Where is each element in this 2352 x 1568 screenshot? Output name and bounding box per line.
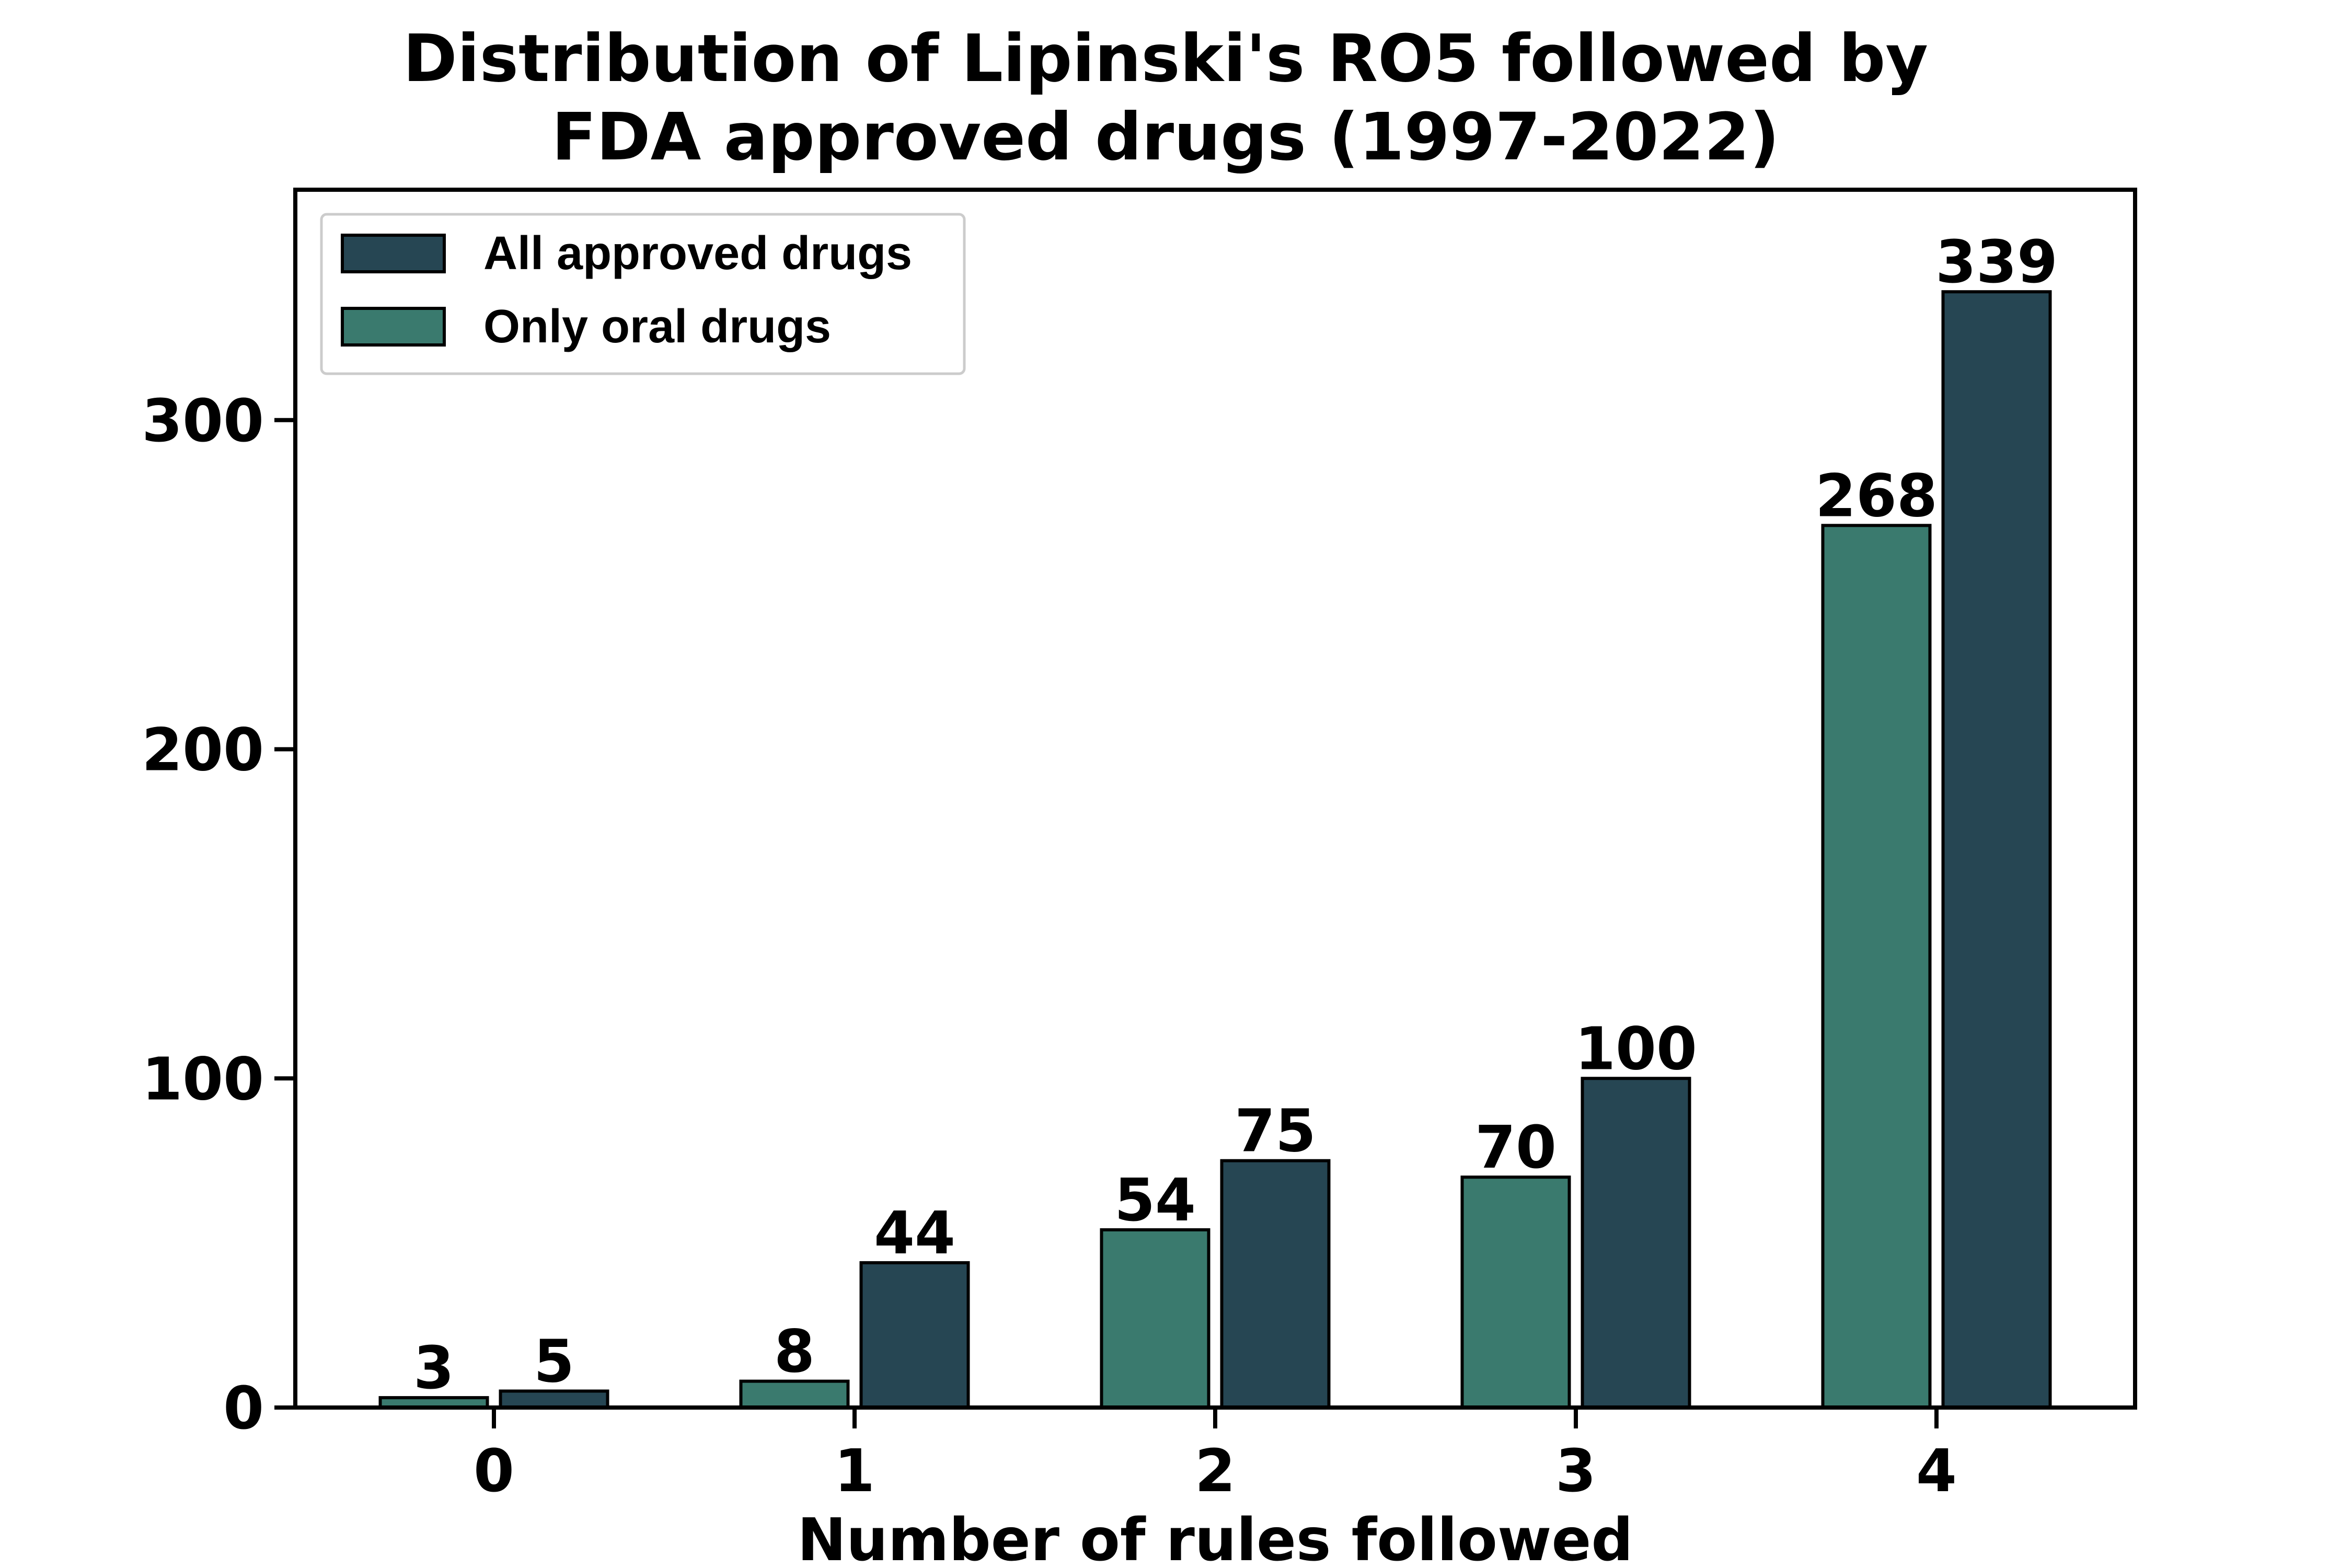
bar-all-approved-2 (1220, 1159, 1331, 1409)
x-axis-label: Number of rules followed (797, 1506, 1633, 1568)
chart-title-line-2: FDA approved drugs (1997-2022) (552, 99, 1780, 175)
bar-oral-3 (1460, 1175, 1571, 1410)
legend-swatch-oral (341, 307, 446, 347)
chart-title-line-1: Distribution of Lipinski's RO5 followed … (403, 21, 1928, 97)
x-tick-label-2: 2 (1195, 1437, 1236, 1505)
bar-all-approved-1 (859, 1261, 970, 1410)
x-tick-label-0: 0 (474, 1437, 514, 1505)
y-tick-label-0: 0 (223, 1375, 264, 1443)
x-tick-label-3: 3 (1555, 1437, 1596, 1505)
data-label-oral-3: 70 (1475, 1114, 1557, 1182)
x-tick-label-1: 1 (834, 1437, 875, 1505)
data-label-all-approved-4: 339 (1935, 228, 2058, 296)
data-label-all-approved-0: 5 (534, 1328, 574, 1396)
x-axis: 0 1 2 3 4 (474, 1408, 1957, 1505)
data-label-all-approved-1: 44 (874, 1200, 955, 1267)
y-tick-label-100: 100 (142, 1045, 264, 1113)
data-label-oral-4: 268 (1815, 462, 1938, 530)
legend: All approved drugs Only oral drugs (320, 213, 966, 375)
legend-label-oral: Only oral drugs (483, 301, 831, 353)
data-label-oral-2: 54 (1114, 1167, 1196, 1235)
y-axis: 0 100 200 300 (142, 387, 295, 1443)
y-tick-label-300: 300 (142, 387, 264, 455)
bars-layer (378, 290, 2052, 1410)
bar-oral-2 (1100, 1228, 1210, 1410)
x-tick-label-4: 4 (1916, 1437, 1957, 1505)
bar-all-approved-3 (1581, 1077, 1691, 1409)
bar-oral-4 (1821, 524, 1932, 1409)
y-tick-label-200: 200 (142, 717, 264, 785)
legend-label-all-approved: All approved drugs (483, 227, 912, 280)
bar-all-approved-4 (1941, 290, 2052, 1409)
data-label-all-approved-2: 75 (1235, 1098, 1316, 1166)
data-label-all-approved-3: 100 (1575, 1015, 1697, 1083)
legend-box (320, 213, 966, 375)
bar-oral-1 (739, 1379, 850, 1409)
data-label-oral-0: 3 (413, 1334, 454, 1402)
data-label-oral-1: 8 (774, 1318, 815, 1386)
legend-swatch-all-approved (341, 234, 446, 273)
